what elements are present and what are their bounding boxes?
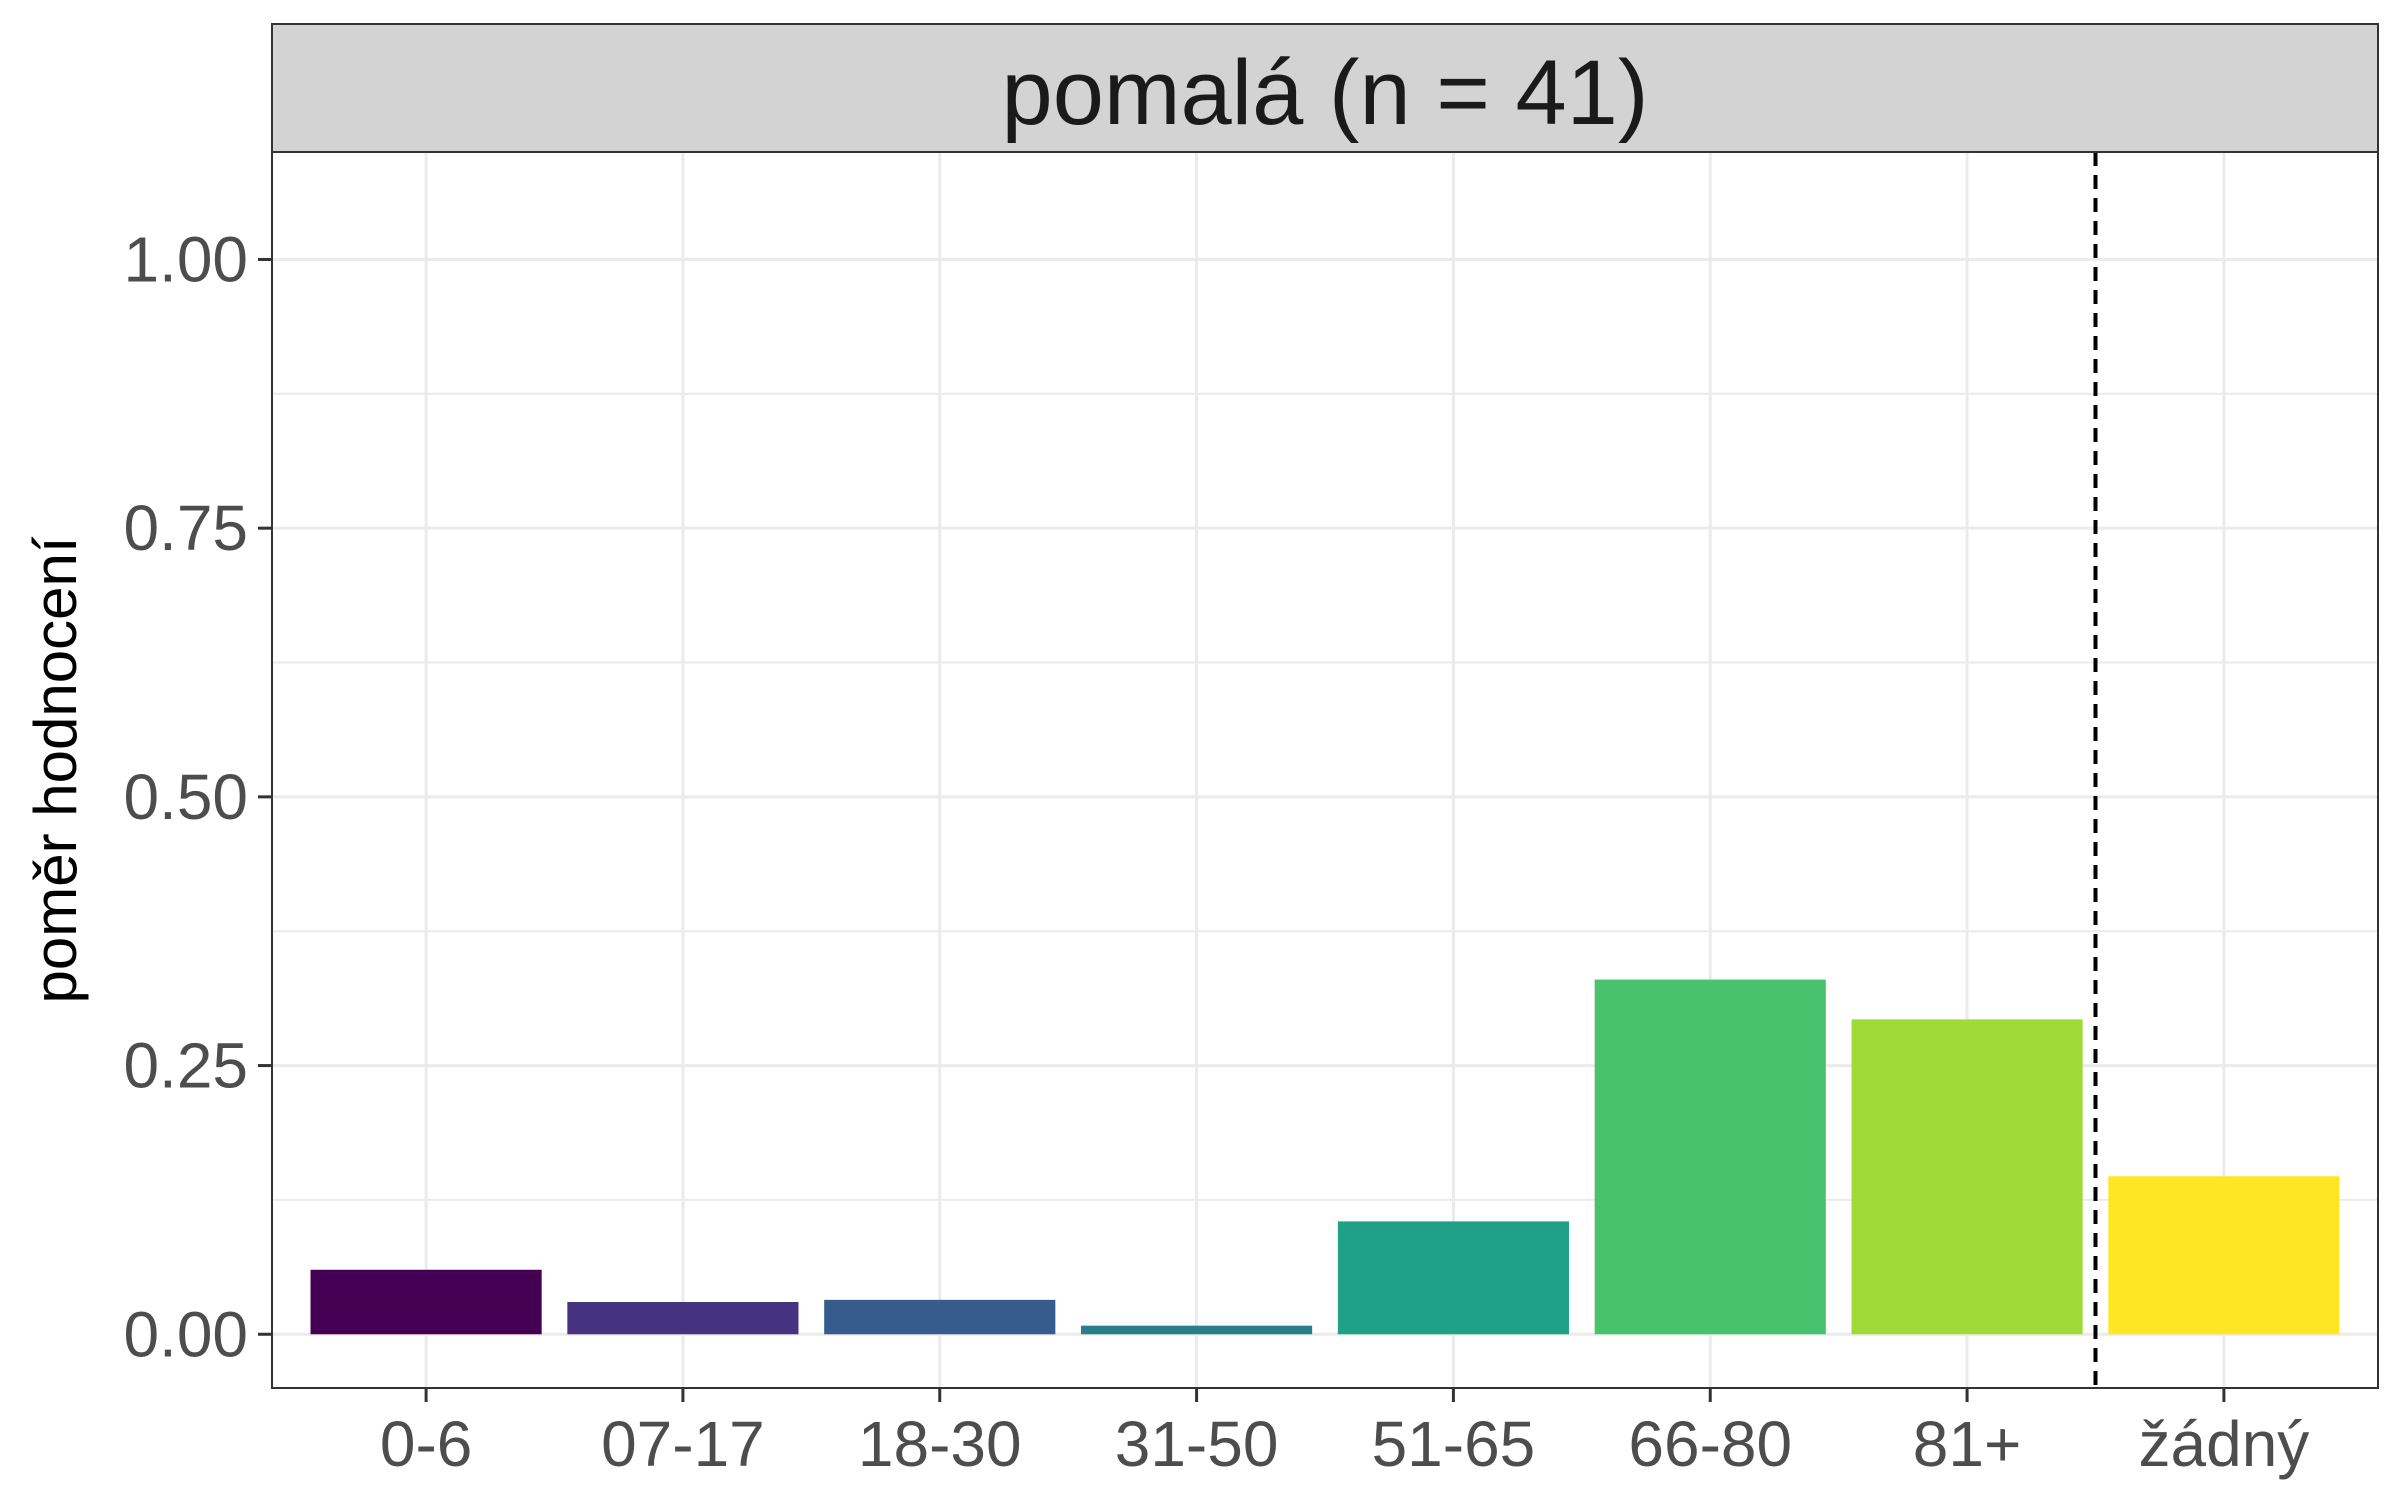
bar-žádný bbox=[2108, 1176, 2340, 1335]
x-axis: 0-6 07-17 18-30 31-50 51-65 66-80 81+ žádný bbox=[380, 1388, 2309, 1480]
plot-border bbox=[271, 151, 2379, 1389]
y-tick-label: 1.00 bbox=[123, 223, 248, 295]
x-tick-label: 66-80 bbox=[1628, 1408, 1792, 1480]
x-tick-label: 81+ bbox=[1913, 1408, 2022, 1480]
bar-81+ bbox=[1851, 1019, 2083, 1335]
y-tick-label: 0.75 bbox=[123, 492, 248, 564]
panel-title: pomalá (n = 41) bbox=[1002, 42, 1649, 144]
x-tick-label: 07-17 bbox=[601, 1408, 765, 1480]
bar-0-6 bbox=[310, 1269, 542, 1335]
y-axis-title: poměr hodnocení bbox=[22, 536, 89, 1003]
x-tick-label: 0-6 bbox=[380, 1408, 473, 1480]
x-tick-label: 31-50 bbox=[1115, 1408, 1279, 1480]
y-tick-label: 0.50 bbox=[123, 761, 248, 833]
bars bbox=[310, 979, 2340, 1335]
panel-strip bbox=[271, 23, 2379, 153]
x-tick-label: 51-65 bbox=[1372, 1408, 1536, 1480]
bar-31-50 bbox=[1081, 1325, 1313, 1335]
x-tick-label: žádný bbox=[2139, 1408, 2310, 1480]
bar-66-80 bbox=[1594, 979, 1826, 1335]
bar-51-65 bbox=[1337, 1221, 1569, 1335]
bar-18-30 bbox=[824, 1299, 1056, 1335]
x-tick-label: 18-30 bbox=[858, 1408, 1022, 1480]
bar-07-17 bbox=[567, 1302, 799, 1335]
y-axis: 0.00 0.25 0.50 0.75 1.00 bbox=[123, 223, 272, 1370]
y-tick-label: 0.25 bbox=[123, 1030, 248, 1102]
y-tick-label: 0.00 bbox=[123, 1298, 248, 1370]
